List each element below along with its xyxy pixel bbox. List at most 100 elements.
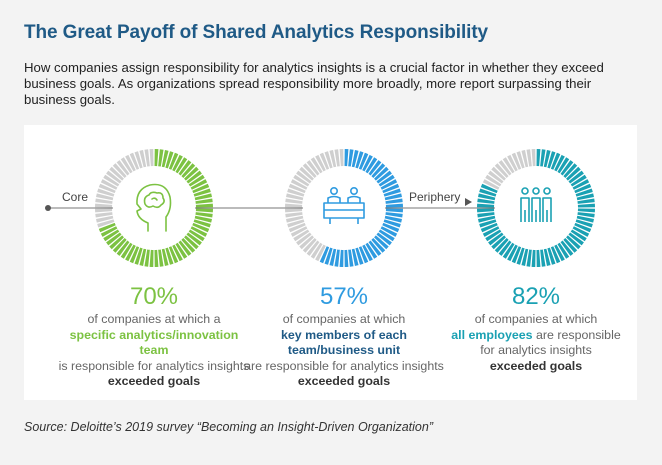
donut-segment-filled xyxy=(344,249,349,267)
donut-segment-filled xyxy=(161,150,169,168)
donut-segment-filled xyxy=(365,242,378,259)
donut-segment-empty xyxy=(507,154,518,172)
donut-segment-filled xyxy=(382,183,400,194)
donut-segment-empty xyxy=(488,170,504,184)
donut-segment-filled xyxy=(371,238,386,253)
donut-segment-filled xyxy=(575,219,593,228)
page-subtitle: How companies assign responsibility for … xyxy=(24,60,604,107)
donut-segment-filled xyxy=(344,149,349,167)
stat-all-outcome: exceeded goals xyxy=(489,358,583,373)
donut-segment-empty xyxy=(95,208,113,213)
donut-segment-empty xyxy=(290,179,308,190)
donut-segment-empty xyxy=(302,238,317,253)
donut-segment-filled xyxy=(574,183,592,194)
donut-segment-filled xyxy=(383,219,401,228)
donut-segment-filled xyxy=(120,242,133,259)
donut-segment-filled xyxy=(491,235,506,250)
stat-core-line3: is responsible for analytics insights xyxy=(58,358,250,373)
donut-segment-filled xyxy=(175,242,188,259)
donut-segment-empty xyxy=(134,151,143,169)
donut-segment-empty xyxy=(315,244,326,262)
donut-segment-filled xyxy=(193,188,211,197)
donut-segment-empty xyxy=(290,226,308,237)
team-table-icon xyxy=(323,186,365,224)
donut-segment-empty xyxy=(498,160,512,176)
donut-segment-filled xyxy=(543,150,551,168)
donut-segment-empty xyxy=(521,150,529,168)
donut-segment-filled xyxy=(358,152,369,170)
donut-segment-filled xyxy=(190,179,208,190)
donut-segment-filled xyxy=(550,246,561,264)
donut-segment-filled xyxy=(566,235,581,250)
donut-segment-empty xyxy=(103,174,120,187)
donut-segment-filled xyxy=(568,170,584,184)
stat-core-outcome: exceeded goals xyxy=(107,374,201,388)
stat-team-percent: 57% xyxy=(319,283,369,310)
donut-segment-empty xyxy=(502,157,515,174)
donut-segment-filled xyxy=(134,247,143,265)
axis-start-dot xyxy=(45,205,51,211)
donut-segment-filled xyxy=(577,208,595,213)
stat-core: 70% of companies at which a specific ana… xyxy=(54,285,254,390)
donut-segment-filled xyxy=(570,174,587,187)
donut-segment-filled xyxy=(560,160,574,176)
donut-segment-filled xyxy=(507,244,518,262)
donut-segment-empty xyxy=(285,212,303,218)
donut-segment-filled xyxy=(477,198,495,204)
donut-segment-filled xyxy=(576,215,594,223)
donut-segment-filled xyxy=(181,163,196,178)
donut-segment-empty xyxy=(296,170,312,184)
donut-segment-filled xyxy=(376,232,392,246)
stat-core-percent: 70% xyxy=(129,283,179,310)
donut-segment-empty xyxy=(306,160,320,176)
donut-segment-empty xyxy=(149,149,154,167)
stat-all-line1: of companies at which xyxy=(474,312,598,326)
donut-segment-filled xyxy=(355,247,364,265)
donut-segment-filled xyxy=(319,246,330,264)
donut-segment-filled xyxy=(116,240,130,256)
donut-segment-filled xyxy=(144,249,150,267)
donut-segment-filled xyxy=(572,226,590,237)
donut-segment-filled xyxy=(536,249,541,267)
donut-segment-empty xyxy=(139,150,147,168)
axis-end-label: Periphery xyxy=(409,190,460,204)
donut-center xyxy=(303,167,385,249)
stat-core-highlight: specific analytics/innovation team xyxy=(69,327,239,358)
donut-segment-filled xyxy=(334,249,340,267)
donut-segment-empty xyxy=(531,149,536,167)
donut-segment-empty xyxy=(310,157,323,174)
stat-core-line1: of companies at which a xyxy=(87,312,221,326)
donut-segment-empty xyxy=(95,203,113,208)
donut-segment-filled xyxy=(570,229,587,242)
donut-chart-core xyxy=(95,149,213,267)
donut-segment-filled xyxy=(181,238,196,253)
donut-segment-filled xyxy=(193,219,211,228)
donut-segment-empty xyxy=(526,149,532,167)
donut-segment-filled xyxy=(365,157,378,174)
donut-segment-filled xyxy=(194,215,212,223)
donut-segment-empty xyxy=(315,154,326,172)
donut-segment-filled xyxy=(531,249,536,267)
donut-segment-filled xyxy=(329,248,337,266)
donut-segment-filled xyxy=(566,166,581,181)
donut-segment-filled xyxy=(480,222,498,233)
donut-segment-empty xyxy=(293,174,310,187)
donut-segment-filled xyxy=(478,215,496,223)
donut-segment-filled xyxy=(540,249,546,267)
donut-segment-filled xyxy=(577,198,595,204)
donut-segment-empty xyxy=(306,240,320,256)
donut-segment-filled xyxy=(149,249,154,267)
stat-team: 57% of companies at which key members of… xyxy=(244,285,444,390)
donut-segment-empty xyxy=(287,188,305,197)
donut-chart-all xyxy=(477,149,595,267)
donut-center xyxy=(495,167,577,249)
donut-segment-empty xyxy=(125,154,136,172)
donut-segment-filled xyxy=(576,193,594,201)
source-note: Source: Deloitte’s 2019 survey “Becoming… xyxy=(24,420,433,434)
axis-arrow-icon xyxy=(465,198,472,206)
donut-segment-filled xyxy=(572,179,590,190)
donut-segment-filled xyxy=(161,248,169,266)
donut-segment-empty xyxy=(120,157,133,174)
stat-all-percent: 82% xyxy=(511,283,561,310)
donut-segment-empty xyxy=(482,179,500,190)
